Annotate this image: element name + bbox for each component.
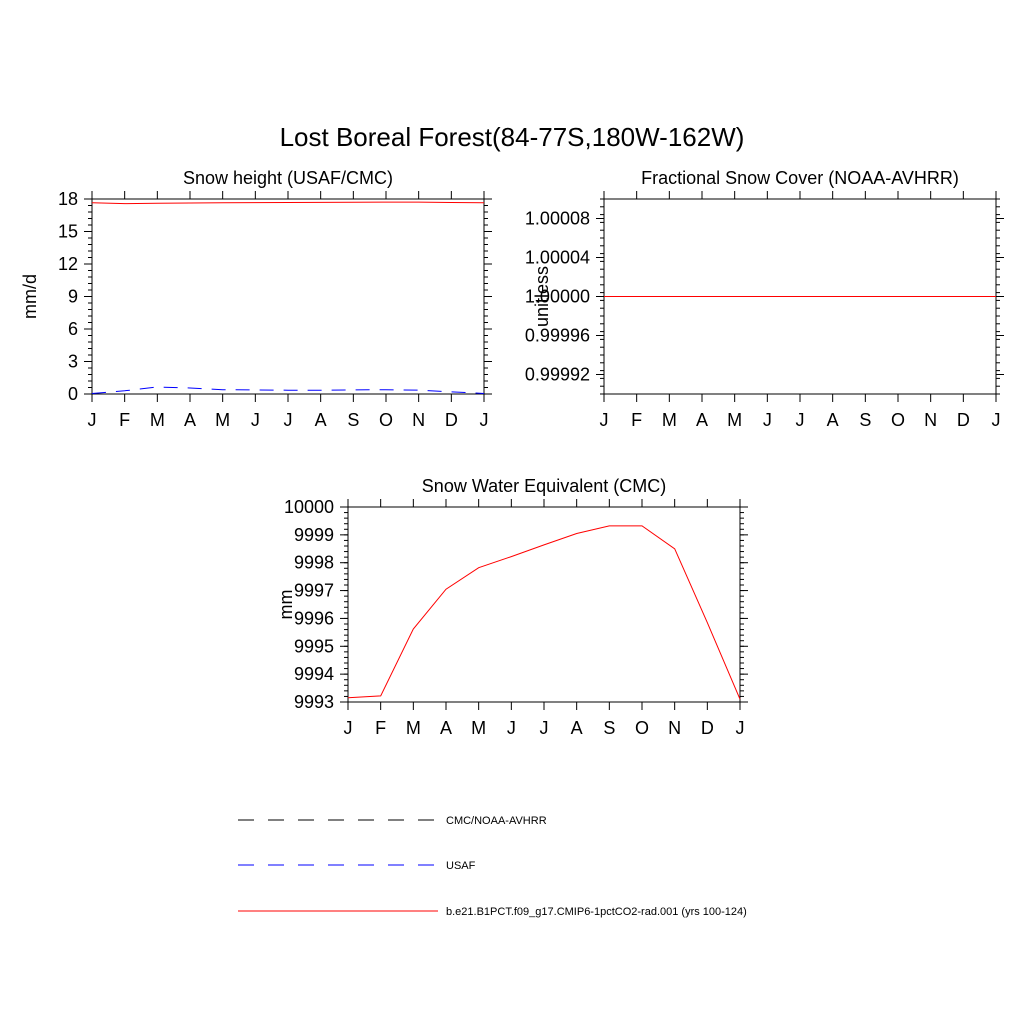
chart-panel-2: Snow Water Equivalent (CMC)mmJ F M A M J J A S O N… (276, 476, 748, 738)
x-tick-label: D (701, 718, 714, 738)
x-tick-label: A (315, 410, 327, 430)
y-tick-label: 18 (58, 189, 78, 209)
x-tick-label: M (406, 718, 421, 738)
series-line-1 (91, 386, 485, 394)
panel-title: Snow height (USAF/CMC) (183, 168, 393, 188)
y-tick-label: 1.00008 (525, 209, 590, 229)
legend-label-2: b.e21.B1PCT.f09_g17.CMIP6-1pctCO2-rad.00… (446, 906, 747, 918)
x-tick-label: N (924, 410, 937, 430)
x-tick-label: S (347, 410, 359, 430)
x-tick-label: S (603, 718, 615, 738)
x-tick-label: D (445, 410, 458, 430)
y-tick-label: 9 (68, 287, 78, 307)
x-tick-label: A (696, 410, 708, 430)
y-tick-label: 6 (68, 319, 78, 339)
chart-panel-0: Snow height (USAF/CMC)mm/dJ F M A M J J A S O N D J0… (20, 168, 492, 430)
x-tick-label: M (150, 410, 165, 430)
x-tick-label: O (379, 410, 393, 430)
legend: CMC/NOAA-AVHRR USAF b.e21.B1PCT.f09_g17.CM… (238, 815, 747, 918)
plot-frame (347, 506, 741, 703)
y-tick-label: 9998 (294, 553, 334, 573)
x-tick-label: F (119, 410, 130, 430)
x-tick-label: J (344, 718, 353, 738)
y-axis-label: mm/d (20, 274, 40, 319)
y-tick-label: 10000 (284, 497, 334, 517)
y-tick-label: 12 (58, 254, 78, 274)
x-tick-label: A (571, 718, 583, 738)
x-tick-label: N (668, 718, 681, 738)
x-tick-label: A (440, 718, 452, 738)
x-tick-label: J (480, 410, 489, 430)
chart-panels: Snow height (USAF/CMC)mm/dJ F M A M J J A S O N D J0… (20, 168, 1004, 738)
x-tick-label: J (992, 410, 1001, 430)
y-tick-label: 9997 (294, 581, 334, 601)
panel-title: Fractional Snow Cover (NOAA-AVHRR) (641, 168, 959, 188)
y-tick-label: 9995 (294, 636, 334, 656)
x-tick-label: M (215, 410, 230, 430)
x-tick-label: O (891, 410, 905, 430)
x-tick-label: M (662, 410, 677, 430)
y-tick-label: 0.99996 (525, 326, 590, 346)
x-tick-label: J (600, 410, 609, 430)
legend-label-0: CMC/NOAA-AVHRR (446, 815, 547, 827)
chart-panel-1: Fractional Snow Cover (NOAA-AVHRR) unitle… (525, 168, 1004, 430)
x-tick-label: F (375, 718, 386, 738)
y-axis-label: unitless (532, 266, 552, 327)
x-tick-label: J (763, 410, 772, 430)
y-tick-label: 9993 (294, 692, 334, 712)
y-tick-label: 1.00000 (525, 287, 590, 307)
x-tick-label: A (184, 410, 196, 430)
x-tick-label: J (507, 718, 516, 738)
figure-title: Lost Boreal Forest(84-77S,180W-162W) (280, 122, 745, 152)
series-line-0 (91, 201, 485, 205)
x-tick-label: J (736, 718, 745, 738)
x-tick-label: J (251, 410, 260, 430)
plot-frame (91, 198, 485, 395)
x-tick-label: N (412, 410, 425, 430)
legend-label-1: USAF (446, 860, 476, 872)
x-tick-label: J (88, 410, 97, 430)
y-tick-label: 0 (68, 384, 78, 404)
y-axis-label: mm (276, 590, 296, 620)
x-tick-label: J (284, 410, 293, 430)
y-tick-label: 15 (58, 222, 78, 242)
y-tick-label: 9999 (294, 525, 334, 545)
x-tick-label: M (727, 410, 742, 430)
y-tick-label: 3 (68, 352, 78, 372)
x-tick-label: O (635, 718, 649, 738)
y-tick-label: 9996 (294, 608, 334, 628)
series-line-0 (347, 525, 741, 700)
x-tick-label: D (957, 410, 970, 430)
x-tick-label: J (540, 718, 549, 738)
x-tick-label: A (827, 410, 839, 430)
x-tick-label: J (796, 410, 805, 430)
y-tick-label: 1.00004 (525, 248, 590, 268)
x-tick-label: M (471, 718, 486, 738)
y-tick-label: 0.99992 (525, 365, 590, 385)
x-tick-label: S (859, 410, 871, 430)
panel-title: Snow Water Equivalent (CMC) (422, 476, 666, 496)
y-tick-label: 9994 (294, 664, 334, 684)
x-tick-label: F (631, 410, 642, 430)
